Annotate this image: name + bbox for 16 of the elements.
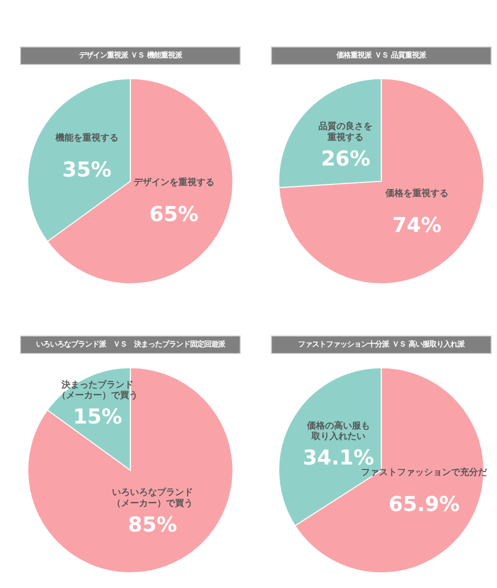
slice-label: 価格を重視する — [384, 188, 448, 200]
data-label: 85% — [128, 512, 178, 536]
data-label: 74% — [392, 213, 442, 238]
data-label: 65% — [149, 202, 198, 226]
pie-slice — [27, 367, 234, 574]
slice-label: 価格の高い服も取り入れたい — [306, 420, 370, 442]
data-label: 34.1% — [302, 445, 374, 470]
data-label: 26% — [321, 146, 370, 170]
slice-label: いろいろなブランド（メーカー）で買う — [112, 487, 194, 509]
data-label: 15% — [73, 404, 122, 428]
data-label: 65.9% — [388, 492, 460, 516]
slice-label: デザインを重視する — [133, 176, 214, 188]
data-label: 35% — [62, 158, 112, 182]
pie-slice — [278, 78, 484, 284]
slice-label: 機能を重視する — [54, 132, 118, 144]
slice-label: 品質の良さを重視する — [318, 121, 373, 143]
